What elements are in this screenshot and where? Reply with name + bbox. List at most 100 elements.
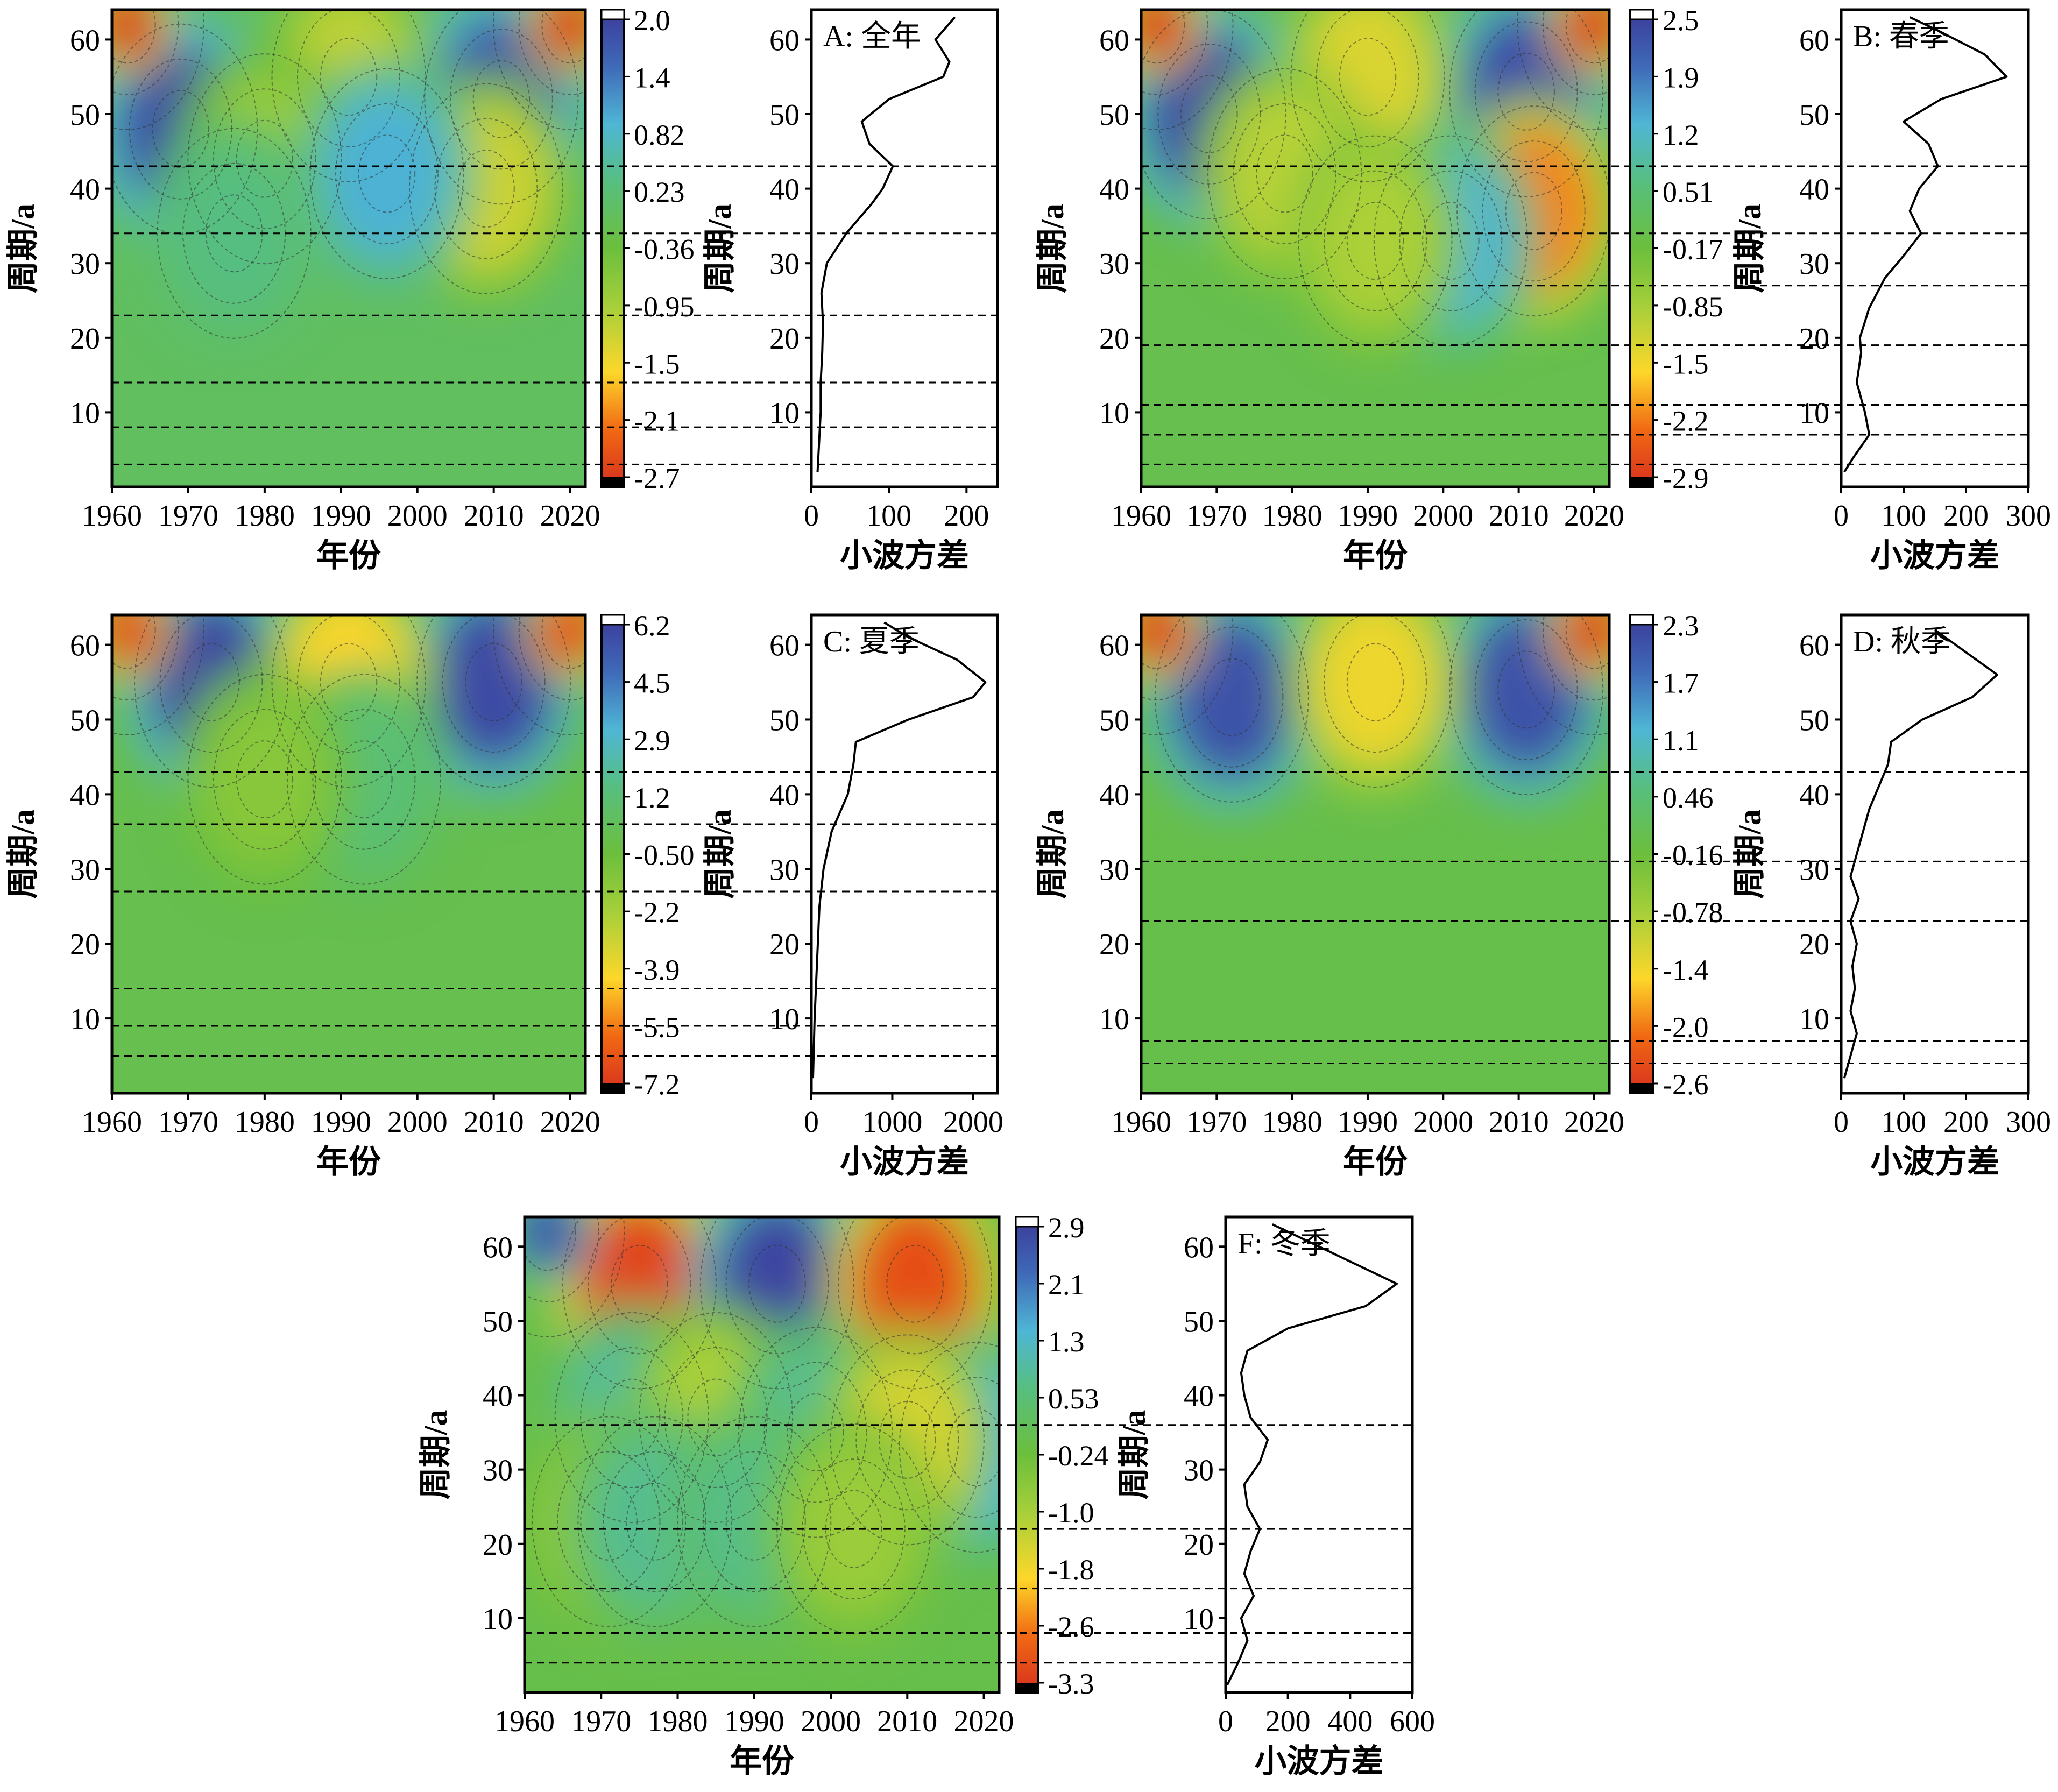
contour-line [1141,615,1234,735]
colorbar-tick-label: 1.3 [1048,1326,1085,1358]
colorbar-tick-label: -0.50 [634,839,694,872]
variance-x-tick-label: 0 [804,499,819,533]
variance-x-tick-label: 100 [1881,1106,1926,1139]
contour-line [1482,140,1586,282]
contour-line [1456,105,1609,317]
variance-y-tick-label: 30 [769,853,800,887]
contour-line [1542,10,1609,95]
colorbar-tick-label: 4.5 [634,667,670,699]
x-tick-label: 2000 [1413,1106,1473,1139]
colorbar-tick-label: 1.9 [1663,61,1699,94]
colorbar-cap-top [600,614,625,626]
contour-line [1180,75,1238,153]
contour-line [1339,38,1397,116]
contour-line [112,10,179,95]
x-tick-label: 1980 [235,499,295,533]
variance-frame [810,8,999,488]
colorbar-tick-label: -0.17 [1663,233,1723,266]
contour-line [424,10,579,205]
x-tick-label: 1970 [1186,1106,1247,1139]
panel-b: 1960 1970 1980 1990 2000 2010 2020102030405060… [1035,4,2051,573]
variance-frame [1840,8,2030,488]
contour-line [518,615,585,700]
colorbar-tick-label: -0.36 [634,233,694,266]
colorbar-cap-top [1629,9,1654,20]
contour-line [1290,10,1445,182]
contour-line [1449,615,1604,795]
x-tick-label: 2020 [1564,1106,1624,1139]
contour-line [159,615,263,753]
contour-line [297,615,400,753]
x-tick-label: 1990 [311,1106,371,1139]
y-tick-label: 20 [1099,322,1129,356]
x-tick-label: 1980 [1262,499,1323,533]
y-tick-label: 10 [483,1603,513,1636]
x-tick-label: 1990 [311,499,371,533]
variance-x-tick-label: 0 [1834,499,1849,533]
contour-line [1449,10,1604,197]
variance-y-tick-label: 50 [1799,704,1829,737]
y-tick-label: 50 [70,98,100,132]
contour-line [838,1217,992,1390]
variance-y-tick-label: 20 [1184,1528,1214,1562]
colorbar-tick-label: 2.3 [1663,610,1699,642]
y-tick-label: 40 [1099,778,1129,812]
variance-x-tick-label: 100 [866,499,911,533]
colorbar-tick-label: 2.9 [1048,1212,1085,1244]
x-tick-label: 2020 [1564,499,1624,533]
contour-line [312,709,416,850]
contour-line [639,1312,794,1523]
colorbar-cap-bottom [602,477,624,487]
x-tick-label: 1980 [1262,1106,1323,1139]
variance-line [1226,1223,1398,1686]
variance-y-tick-label: 10 [769,396,800,430]
contour-line [1505,172,1562,250]
contour-line [358,134,416,213]
x-tick-label: 1980 [235,1106,295,1139]
contour-line [236,740,294,819]
contour-line [855,1369,959,1511]
heatmap-d [1141,615,1609,1093]
contour-line [1141,615,1208,700]
heatmap-cell [538,615,585,668]
y-tick-label: 30 [70,247,100,281]
contour-line [626,1482,684,1561]
heatmap-cell [1561,10,1609,62]
y-axis-label: 周期/a [1035,203,1070,293]
variance-x-tick-label: 2000 [943,1106,1003,1139]
heatmap-cell [525,1217,580,1270]
contour-line [472,60,531,138]
contour-line [562,1217,717,1390]
contour-line [611,1244,668,1323]
heatmap-a [112,10,585,487]
contour-line [557,1451,661,1592]
contour-line [1497,650,1555,729]
contour-line [588,1217,691,1355]
colorbar-tick-label: 0.46 [1663,782,1714,814]
contour-line [1517,10,1609,130]
colorbar-cap-bottom [1630,1083,1653,1093]
panel-title: A: 全年 [823,20,921,53]
contour-line [554,1312,709,1523]
y-tick-label: 60 [70,629,100,663]
colorbar-tick-label: -0.16 [1663,839,1723,872]
y-axis-label: 周期/a [5,809,41,899]
variance-y-axis-label: 周期/a [702,203,738,293]
variance-y-tick-label: 60 [1799,629,1829,663]
heatmap-frame [110,8,587,488]
contour-line [465,643,522,721]
colorbar-tick-label: 2.0 [634,4,670,37]
contour-line [725,1217,829,1355]
contour-line [416,615,571,788]
contour-line [1141,10,1286,219]
contour-line [702,1451,806,1592]
contour-line [886,1244,944,1323]
x-axis-label: 年份 [316,538,381,573]
y-tick-label: 60 [1099,629,1129,663]
contour-line [603,1378,661,1457]
contour-line [493,10,585,130]
variance-x-tick-label: 300 [2006,499,2051,533]
variance-x-tick-label: 0 [804,1106,819,1139]
colorbar-cap-bottom [602,1083,624,1093]
